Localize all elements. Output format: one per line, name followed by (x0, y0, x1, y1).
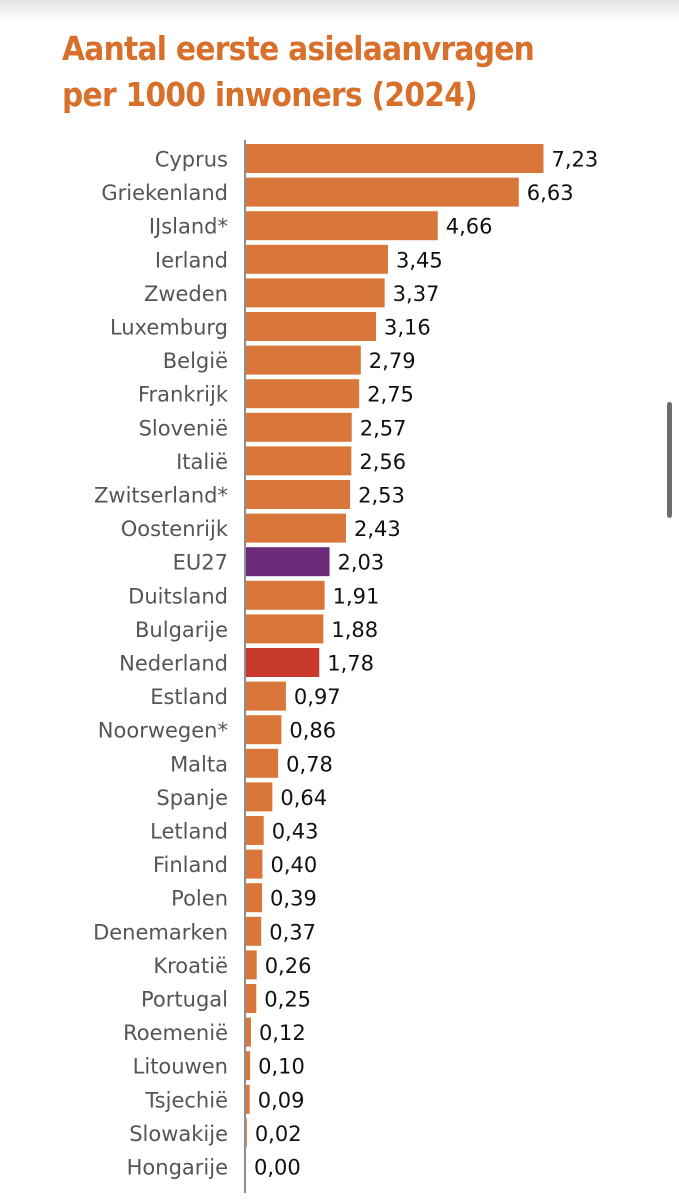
bar (246, 480, 351, 509)
value-label: 6,63 (527, 181, 574, 205)
bar (246, 715, 282, 745)
category-label: Roemenië (123, 1021, 228, 1045)
chart-title: Aantal eerste asielaanvragen per 1000 in… (62, 29, 535, 114)
category-label: Bulgarije (135, 618, 228, 642)
category-label: Griekenland (101, 181, 228, 205)
category-label: Zweden (144, 282, 228, 306)
bar (246, 244, 388, 274)
bar (246, 782, 273, 812)
category-label: Kroatië (153, 954, 228, 978)
category-label: België (163, 349, 228, 373)
category-label: Frankrijk (138, 383, 229, 407)
category-label: Polen (171, 887, 228, 911)
bar (246, 816, 264, 845)
value-label: 3,16 (384, 316, 431, 340)
value-label: 0,64 (280, 786, 327, 810)
top-shadow (0, 0, 679, 22)
category-label: Cyprus (155, 148, 228, 172)
value-label: 0,25 (264, 988, 311, 1012)
category-label: Denemarken (93, 920, 228, 944)
value-label: 2,03 (338, 551, 385, 575)
bar (246, 648, 320, 677)
category-label: Letland (150, 820, 228, 844)
category-label: Hongarije (127, 1156, 228, 1180)
scrollbar[interactable] (667, 402, 672, 518)
value-label: 2,57 (360, 416, 407, 440)
value-label: 0,40 (270, 853, 317, 877)
value-label: 3,37 (393, 282, 440, 306)
category-label: IJsland* (149, 215, 228, 239)
bar (246, 513, 346, 543)
value-label: 2,79 (369, 349, 416, 373)
category-label: Litouwen (133, 1055, 228, 1079)
value-label: 2,56 (359, 450, 406, 474)
bar (246, 446, 352, 476)
category-label: Ierland (155, 248, 228, 272)
category-label: EU27 (173, 551, 228, 575)
category-label: Nederland (119, 652, 228, 676)
bar (246, 177, 519, 207)
category-label: Tsjechië (144, 1088, 228, 1112)
category-label: Finland (153, 853, 228, 877)
bar (246, 412, 352, 442)
value-label: 4,66 (446, 215, 493, 239)
value-label: 7,23 (552, 148, 599, 172)
bar (246, 849, 263, 879)
bar (246, 1118, 247, 1148)
bar (246, 883, 263, 913)
value-label: 2,43 (354, 517, 401, 541)
category-label: Luxemburg (110, 316, 228, 340)
category-label: Italië (176, 450, 228, 474)
category-label: Zwitserland* (94, 484, 228, 508)
bar (246, 580, 325, 610)
category-label: Duitsland (128, 584, 228, 608)
bar (246, 312, 377, 341)
bar (246, 211, 438, 241)
value-label: 0,02 (255, 1122, 302, 1146)
value-label: 2,75 (367, 383, 414, 407)
value-label: 0,43 (272, 820, 319, 844)
category-label: Oostenrijk (121, 517, 229, 541)
bar (246, 1051, 251, 1081)
category-label: Malta (170, 752, 228, 776)
bar (246, 345, 361, 375)
bar (246, 984, 257, 1013)
value-label: 0,12 (259, 1021, 306, 1045)
category-label: Spanje (156, 786, 228, 810)
value-label: 0,39 (270, 887, 317, 911)
bar (246, 681, 286, 711)
bar (246, 547, 330, 577)
value-label: 0,97 (294, 685, 341, 709)
bar (246, 950, 257, 980)
category-label: Estland (150, 685, 228, 709)
category-label: Portugal (141, 988, 228, 1012)
value-label: 1,91 (333, 584, 380, 608)
category-label: Slovenië (139, 416, 228, 440)
value-label: 0,10 (258, 1055, 305, 1079)
bar (246, 278, 385, 308)
category-label: Slowakije (129, 1122, 228, 1146)
value-label: 1,88 (331, 618, 378, 642)
value-label: 0,86 (289, 719, 336, 743)
value-label: 0,09 (258, 1088, 305, 1112)
value-label: 2,53 (358, 484, 405, 508)
value-label: 0,00 (254, 1156, 301, 1180)
category-label: Noorwegen* (98, 719, 228, 743)
value-label: 1,78 (327, 652, 374, 676)
bar (246, 1017, 251, 1047)
value-label: 0,37 (269, 920, 316, 944)
value-label: 0,78 (286, 752, 333, 776)
bar (246, 379, 360, 409)
bar (246, 748, 279, 778)
value-label: 0,26 (265, 954, 312, 978)
bar (246, 1084, 250, 1114)
value-label: 3,45 (396, 248, 443, 272)
bar (246, 144, 544, 173)
bar (246, 916, 262, 946)
bar (246, 614, 324, 644)
